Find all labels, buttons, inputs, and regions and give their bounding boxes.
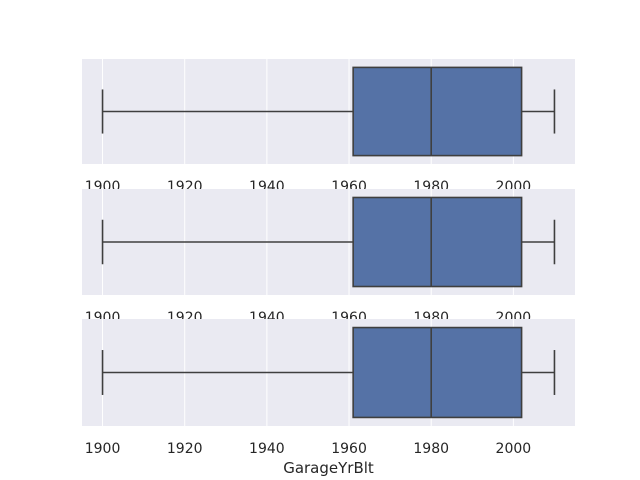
boxplot-panel-1: 1900 1920 1940 1960 1980 2000 [82,59,575,195]
x-tick-label: 2000 [496,441,532,457]
iqr-box [353,197,522,287]
boxplot-panel-2: 1900 1920 1940 1960 1980 2000 [82,189,575,326]
iqr-box [353,67,522,156]
x-tick-label: 1940 [249,441,285,457]
boxplot-panel-3: 1900 1920 1940 1960 1980 2000 GarageYrBlt [82,319,575,477]
x-axis-label: GarageYrBlt [283,459,374,477]
iqr-box-outline [352,326,523,419]
x-tick-label: 1920 [167,441,203,457]
iqr-box-outline [352,196,523,288]
iqr-box [353,327,522,418]
x-tick-label: 1900 [85,441,121,457]
iqr-box-outline [352,66,523,157]
x-tick-label: 1980 [413,441,449,457]
x-tick-label: 1960 [331,441,367,457]
